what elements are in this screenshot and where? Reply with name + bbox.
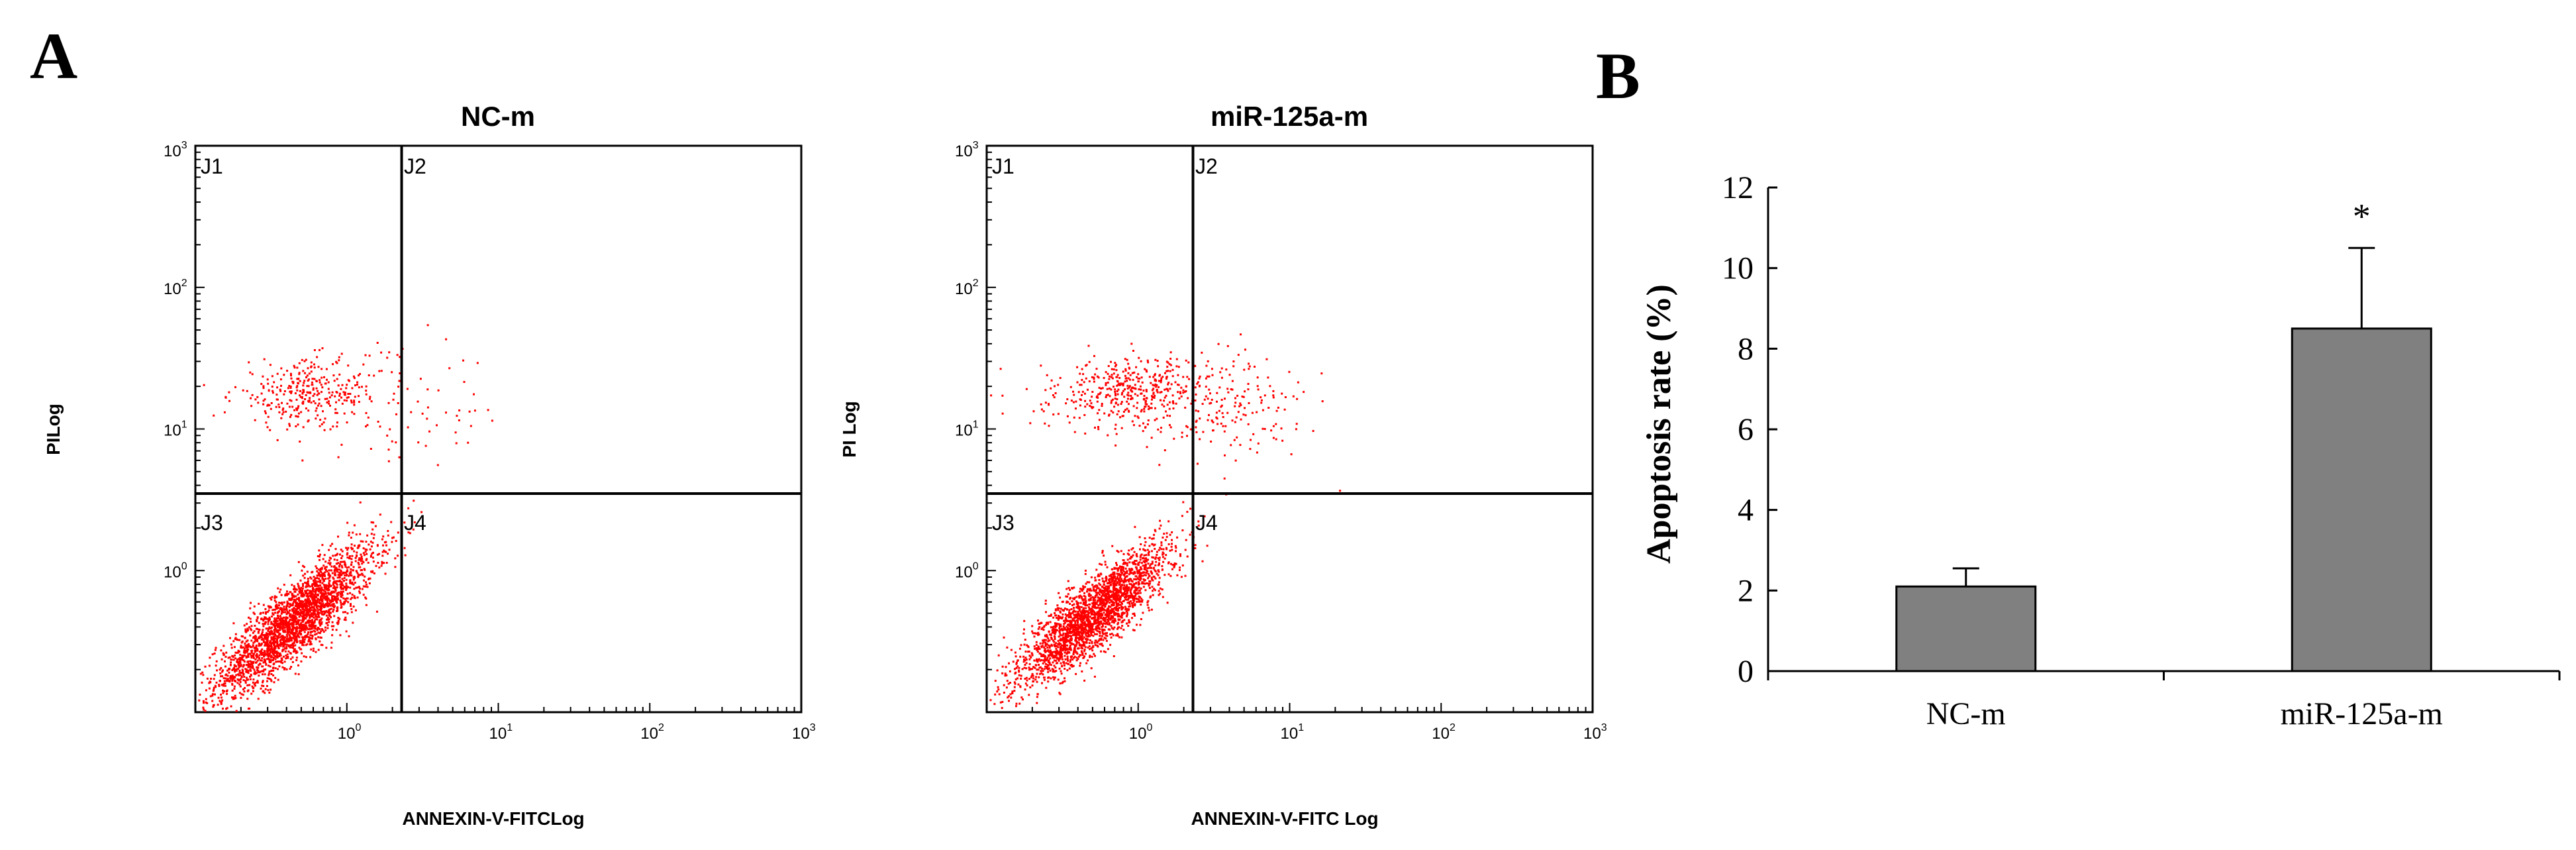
- quadrant-label-j3: J3: [201, 511, 223, 535]
- y-tick-base: 10: [164, 563, 181, 581]
- bar: [1895, 585, 2037, 672]
- y-tick-exponent: 3: [973, 140, 979, 151]
- x-tick-label: 100: [1129, 722, 1153, 743]
- flow-plot-nc: NC-m ANNEXIN-V-FITCLog PILog J1 J2 J3 J4…: [43, 101, 816, 829]
- x-tick-base: 10: [1129, 725, 1147, 743]
- y-tick-base: 10: [955, 422, 973, 440]
- x-tick-label: 102: [1432, 722, 1456, 743]
- y-tick-base: 10: [955, 280, 973, 298]
- x-tick-base: 10: [489, 725, 507, 743]
- x-tick-exponent: 2: [658, 722, 664, 733]
- x-tick-base: 10: [792, 725, 810, 743]
- x-tick-base: 10: [1281, 725, 1299, 743]
- x-axis-label: ANNEXIN-V-FITCLog: [402, 808, 584, 829]
- y-tick-label: 103: [955, 140, 979, 160]
- y-tick-exponent: 0: [181, 560, 187, 572]
- y-tick-exponent: 2: [181, 278, 187, 289]
- x-tick-base: 10: [1432, 725, 1450, 743]
- x-tick-exponent: 1: [507, 722, 513, 733]
- y-tick-exponent: 0: [973, 560, 979, 572]
- y-tick-label: 6: [1738, 412, 1754, 447]
- y-tick-label: 101: [164, 419, 187, 440]
- x-tick-label: 100: [338, 722, 362, 743]
- plot-title: NC-m: [461, 101, 535, 132]
- y-tick-exponent: 1: [973, 419, 979, 431]
- x-tick-label: 103: [1583, 722, 1607, 743]
- x-tick-label: 102: [640, 722, 664, 743]
- y-tick-label: 10: [1722, 251, 1754, 286]
- significance-marker: *: [2353, 196, 2371, 236]
- y-tick-label: 103: [164, 140, 187, 160]
- y-tick-base: 10: [164, 280, 181, 298]
- y-tick-exponent: 3: [181, 140, 187, 151]
- x-tick-exponent: 0: [355, 722, 361, 733]
- flow-plot-mir125a: miR-125a-m ANNEXIN-V-FITC Log PI Log J1 …: [839, 101, 1607, 829]
- y-tick-label: 12: [1722, 170, 1754, 205]
- bar-chart-apoptosis: Apoptosis rate (%) 0 2 4 6 8 10 12 NC-m miR-125a…: [1640, 170, 2561, 731]
- y-tick-base: 10: [955, 563, 973, 581]
- quadrant-label-j2: J2: [404, 154, 426, 178]
- y-tick-label: 100: [955, 560, 979, 581]
- y-axis-label: Apoptosis rate (%): [1640, 284, 1678, 564]
- quadrant-label-j4: J4: [1195, 511, 1218, 535]
- plot-title: miR-125a-m: [1211, 101, 1368, 132]
- x-tick-base: 10: [640, 725, 658, 743]
- y-tick-label: 102: [955, 278, 979, 298]
- category-label: miR-125a-m: [2281, 696, 2443, 731]
- x-tick-base: 10: [1583, 725, 1601, 743]
- y-tick-label: 4: [1738, 493, 1754, 528]
- quadrant-label-j1: J1: [992, 154, 1015, 178]
- bar: [2291, 327, 2432, 672]
- x-tick-label: 103: [792, 722, 816, 743]
- quadrant-label-j2: J2: [1195, 154, 1218, 178]
- y-tick-base: 10: [164, 422, 181, 440]
- y-axis-label: PI Log: [839, 401, 860, 458]
- x-tick-label: 101: [489, 722, 513, 743]
- scatter-points: [989, 333, 1342, 710]
- scatter-dots: [989, 333, 1342, 710]
- y-tick-base: 10: [955, 142, 973, 160]
- y-axis-label: PILog: [43, 403, 64, 455]
- panel-a-letter: A: [30, 19, 77, 93]
- x-tick-exponent: 1: [1298, 722, 1304, 733]
- x-axis-label: ANNEXIN-V-FITC Log: [1191, 808, 1378, 829]
- panel-b-letter: B: [1596, 39, 1640, 113]
- x-tick-base: 10: [338, 725, 356, 743]
- category-label: NC-m: [1926, 696, 2006, 731]
- y-tick-exponent: 1: [181, 419, 187, 431]
- y-tick-label: 102: [164, 278, 187, 298]
- quadrant-label-j4: J4: [404, 511, 426, 535]
- y-tick-exponent: 2: [973, 278, 979, 289]
- y-tick-label: 2: [1738, 573, 1754, 608]
- x-tick-exponent: 3: [1601, 722, 1607, 733]
- y-tick-label: 0: [1738, 654, 1754, 689]
- x-tick-exponent: 3: [810, 722, 816, 733]
- quadrant-label-j1: J1: [201, 154, 223, 178]
- y-tick-label: 8: [1738, 331, 1754, 366]
- x-tick-label: 101: [1281, 722, 1305, 743]
- x-tick-exponent: 2: [1450, 722, 1456, 733]
- y-tick-label: 101: [955, 419, 979, 440]
- quadrant-label-j3: J3: [992, 511, 1015, 535]
- x-tick-exponent: 0: [1146, 722, 1152, 733]
- y-tick-base: 10: [164, 142, 181, 160]
- y-tick-label: 100: [164, 560, 187, 581]
